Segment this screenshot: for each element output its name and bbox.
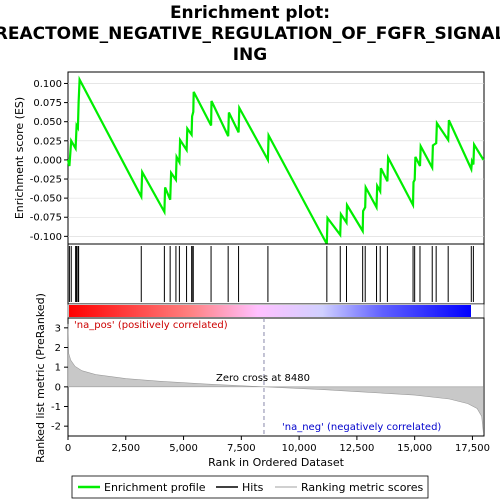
- metric-y-tick-label: 2: [55, 343, 61, 354]
- es-y-tick-label: -0.025: [30, 175, 62, 186]
- x-tick-label: 7,500: [227, 443, 256, 454]
- x-tick-label: 15,000: [397, 443, 432, 454]
- es-y-tick-label: -0.050: [30, 194, 62, 205]
- x-tick-label: 0: [65, 443, 71, 454]
- zero-cross-label: Zero cross at 8480: [216, 373, 310, 384]
- chart-title-line-3: ING: [233, 45, 268, 65]
- es-y-tick-label: 0.100: [33, 79, 62, 90]
- x-tick-label: 10,000: [282, 443, 317, 454]
- x-tick-label: 5,000: [169, 443, 198, 454]
- positive-correlation-label: 'na_pos' (positively correlated): [74, 320, 228, 331]
- metric-y-tick-label: 3: [55, 323, 61, 334]
- negative-correlation-label: 'na_neg' (negatively correlated): [282, 422, 441, 433]
- legend-label-ranking: Ranking metric scores: [301, 481, 423, 494]
- chart-title-line-1: Enrichment plot:: [170, 3, 330, 23]
- metric-y-tick-label: 1: [55, 363, 61, 374]
- es-y-tick-label: -0.075: [30, 213, 62, 224]
- hits-panel-frame: [68, 244, 484, 304]
- metric-y-tick-label: 0: [55, 382, 61, 393]
- metric-y-axis-label: Ranked list metric (PreRanked): [34, 293, 47, 463]
- legend-label-hits: Hits: [242, 481, 264, 494]
- x-axis-ticks: 0 2,500 5,000 7,500 10,000 12,500 15,000 17,500: [65, 436, 490, 454]
- chart-title-line-2: REACTOME_NEGATIVE_REGULATION_OF_FGFR_SIG…: [0, 24, 500, 44]
- x-tick-label: 17,500: [455, 443, 490, 454]
- es-y-axis-label: Enrichment score (ES): [13, 97, 26, 219]
- metric-y-tick-label: -2: [51, 422, 61, 433]
- x-tick-label: 2,500: [111, 443, 140, 454]
- es-y-tick-label: -0.100: [30, 232, 62, 243]
- metric-y-ticks: 3 2 1 0 -1 -2: [51, 323, 68, 432]
- es-y-ticks: -0.100 -0.075 -0.050 -0.025 0.000 0.025 0.050 0…: [30, 79, 68, 243]
- es-y-tick-label: 0.000: [33, 155, 62, 166]
- ranking-color-bar: [69, 305, 471, 317]
- es-y-tick-label: 0.050: [33, 117, 62, 128]
- legend-label-enrichment: Enrichment profile: [104, 481, 206, 494]
- es-panel-frame: [68, 72, 484, 244]
- es-y-tick-label: 0.075: [33, 98, 62, 109]
- x-axis-label: Rank in Ordered Dataset: [208, 456, 345, 469]
- x-tick-label: 12,500: [339, 443, 374, 454]
- es-y-tick-label: 0.025: [33, 136, 62, 147]
- metric-y-tick-label: -1: [51, 402, 61, 413]
